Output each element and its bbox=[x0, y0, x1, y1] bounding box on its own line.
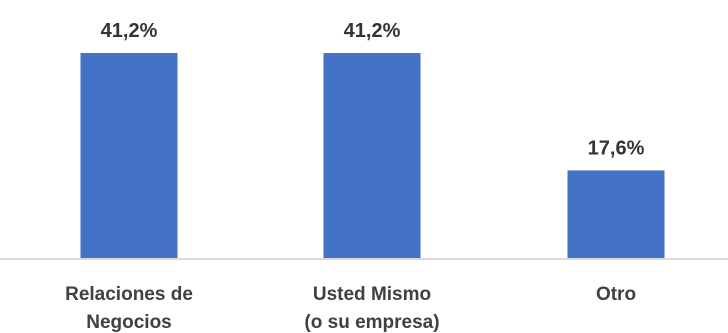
category-label-line: Relaciones de bbox=[65, 284, 193, 305]
bar-3 bbox=[567, 170, 665, 258]
category-label-1: Relaciones de Negocios bbox=[65, 284, 193, 333]
category-label-line: (o su empresa) bbox=[304, 312, 439, 333]
category-label-line: Negocios bbox=[86, 312, 172, 333]
data-labels-group: 41,2% 41,2% 17,6% bbox=[101, 20, 645, 159]
category-label-line: Otro bbox=[596, 284, 636, 305]
category-labels-group: Relaciones de Negocios Usted Mismo (o su em… bbox=[65, 284, 636, 333]
bar-1 bbox=[80, 53, 178, 258]
data-label-1: 41,2% bbox=[101, 20, 158, 42]
category-label-3: Otro bbox=[596, 284, 636, 305]
bars-group bbox=[80, 53, 665, 258]
data-label-3: 17,6% bbox=[588, 137, 645, 159]
data-label-2: 41,2% bbox=[344, 20, 401, 42]
bar-2 bbox=[323, 53, 421, 258]
category-label-2: Usted Mismo (o su empresa) bbox=[304, 284, 439, 333]
category-label-line: Usted Mismo bbox=[313, 284, 431, 305]
